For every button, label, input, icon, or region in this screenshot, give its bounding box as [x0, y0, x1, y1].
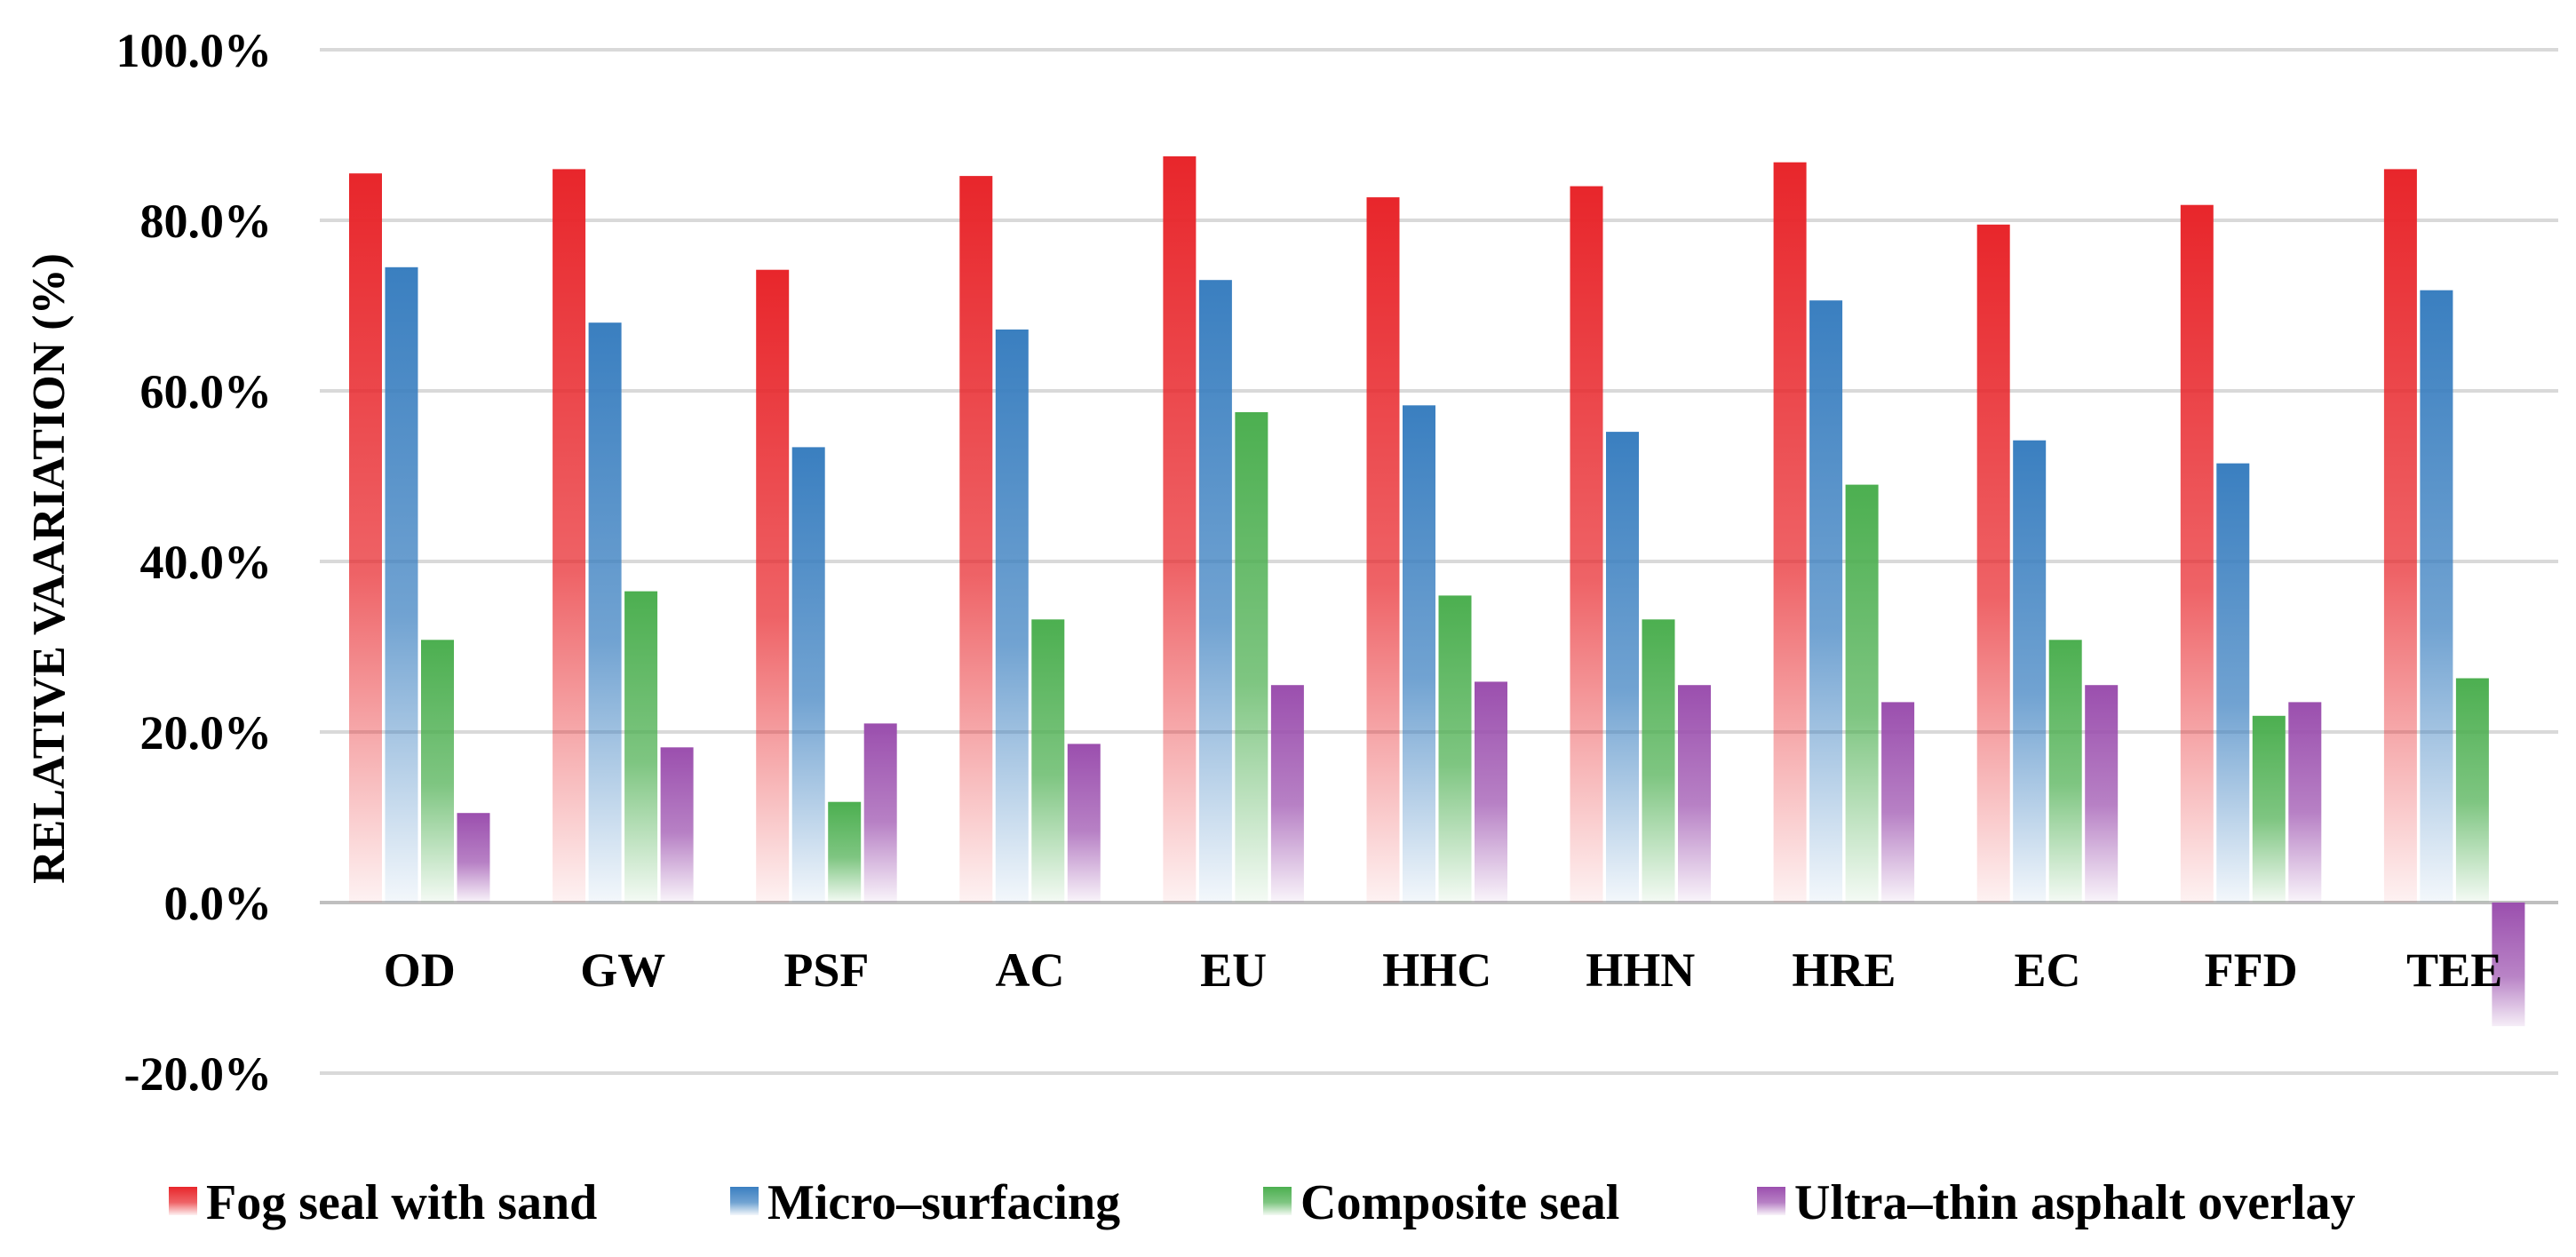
bar-od-series-3	[421, 640, 454, 903]
legend: Fog seal with sand Micro–surfacing Composi…	[169, 1175, 2356, 1230]
legend-swatch	[1263, 1187, 1292, 1215]
x-category-label: PSF	[783, 943, 869, 997]
bar-ec-series-3	[2048, 640, 2082, 903]
y-axis-label: RELATIVE VAARIATION (%)	[24, 253, 75, 884]
x-axis-categories: OD GW PSF AC EU HHC HHN HRE EC FFD TEE	[384, 943, 2502, 997]
bar-hre-series-4	[1881, 702, 1915, 903]
legend-label: Composite seal	[1300, 1175, 1619, 1230]
x-category-label: EU	[1200, 943, 1267, 997]
y-tick-label: 40.0%	[140, 536, 273, 589]
bar-od-series-4	[457, 813, 490, 903]
bar-ac-series-3	[1031, 619, 1065, 903]
y-tick-label: -20.0%	[124, 1047, 272, 1101]
bar-hhn-series-1	[1570, 186, 1603, 903]
bar-gw-series-4	[660, 747, 694, 903]
bar-ec-series-4	[2085, 685, 2119, 903]
x-category-label: HHN	[1586, 943, 1695, 997]
legend-label: Micro–surfacing	[767, 1175, 1120, 1230]
bar-ffd-series-4	[2288, 702, 2322, 903]
y-tick-label: 20.0%	[140, 706, 273, 760]
bar-hre-series-2	[1809, 300, 1843, 903]
bar-ec-series-2	[2013, 440, 2047, 903]
bar-psf-series-4	[863, 723, 897, 903]
legend-swatch	[730, 1187, 759, 1215]
bar-gw-series-3	[624, 591, 658, 903]
x-category-label: OD	[384, 943, 456, 997]
bar-hhc-series-2	[1403, 405, 1435, 903]
bar-ec-series-1	[1976, 224, 2010, 903]
bar-tee-series-2	[2420, 290, 2453, 903]
bar-psf-series-1	[756, 269, 790, 903]
bar-ac-series-4	[1067, 744, 1101, 903]
x-category-label: EC	[2014, 943, 2080, 997]
bar-tee-series-3	[2455, 678, 2489, 903]
bar-hre-series-1	[1773, 162, 1807, 903]
bar-ac-series-1	[959, 176, 993, 903]
legend-swatch	[1757, 1187, 1785, 1215]
bar-tee-series-1	[2383, 169, 2417, 903]
bar-ac-series-2	[995, 329, 1029, 903]
bar-psf-series-3	[828, 801, 862, 903]
bars	[349, 156, 2525, 1027]
legend-label: Fog seal with sand	[206, 1175, 597, 1230]
bar-eu-series-3	[1235, 412, 1268, 903]
bar-eu-series-4	[1270, 685, 1304, 903]
x-category-label: FFD	[2205, 943, 2298, 997]
bar-ffd-series-3	[2252, 715, 2286, 903]
y-tick-label: 80.0%	[140, 195, 273, 248]
y-tick-label: 100.0%	[116, 24, 273, 77]
bar-gw-series-1	[553, 169, 586, 903]
bar-hhn-series-2	[1606, 432, 1639, 903]
bar-ffd-series-2	[2216, 463, 2250, 903]
x-category-label: HHC	[1382, 943, 1491, 997]
x-category-label: TEE	[2406, 943, 2502, 997]
bar-hhc-series-3	[1438, 595, 1472, 903]
y-tick-label: 0.0%	[164, 877, 273, 930]
bar-od-series-2	[385, 267, 418, 903]
x-category-label: AC	[996, 943, 1065, 997]
x-category-label: GW	[580, 943, 665, 997]
bar-od-series-1	[349, 173, 382, 903]
bar-hhc-series-1	[1366, 197, 1400, 903]
bar-psf-series-2	[791, 447, 825, 903]
legend-label: Ultra–thin asphalt overlay	[1794, 1175, 2356, 1230]
bar-hhc-series-4	[1475, 681, 1507, 903]
bar-eu-series-1	[1163, 156, 1197, 903]
bar-hhn-series-3	[1642, 619, 1675, 903]
legend-swatch	[169, 1187, 197, 1215]
bar-hre-series-3	[1845, 484, 1879, 903]
bar-hhn-series-4	[1678, 685, 1711, 903]
bar-eu-series-2	[1198, 280, 1232, 903]
x-category-label: HRE	[1792, 943, 1896, 997]
y-axis-ticks: 100.0% 80.0% 60.0% 40.0% 20.0% 0.0% -20.0%	[116, 24, 273, 1101]
bar-tee-series-4	[2492, 903, 2525, 1027]
bar-gw-series-2	[588, 322, 622, 903]
y-tick-label: 60.0%	[140, 365, 273, 418]
bar-ffd-series-1	[2180, 204, 2214, 903]
